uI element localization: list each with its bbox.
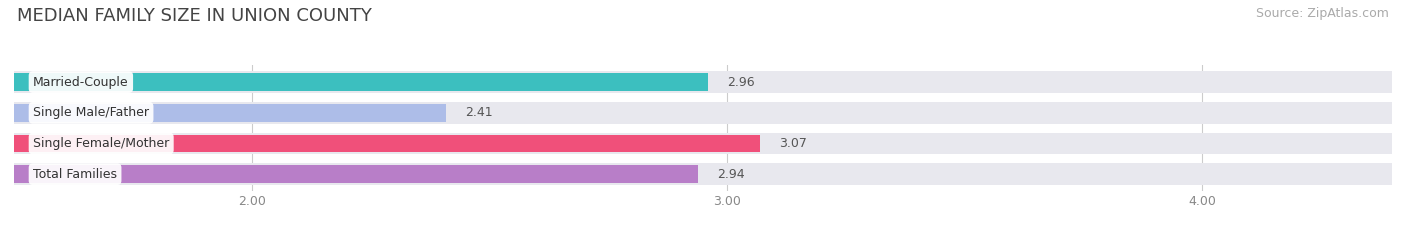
Bar: [14, 102, 1392, 123]
Text: 2.96: 2.96: [727, 76, 755, 89]
Bar: [14, 135, 761, 152]
Bar: [14, 71, 1392, 93]
Bar: [14, 165, 699, 183]
Bar: [14, 73, 707, 91]
Text: MEDIAN FAMILY SIZE IN UNION COUNTY: MEDIAN FAMILY SIZE IN UNION COUNTY: [17, 7, 371, 25]
Text: Source: ZipAtlas.com: Source: ZipAtlas.com: [1256, 7, 1389, 20]
Bar: [14, 104, 447, 122]
Bar: [14, 133, 1392, 154]
Text: Married-Couple: Married-Couple: [34, 76, 129, 89]
Bar: [14, 163, 1392, 185]
Text: Total Families: Total Families: [34, 168, 117, 181]
Text: 2.94: 2.94: [717, 168, 745, 181]
Text: Single Male/Father: Single Male/Father: [34, 106, 149, 119]
Text: 2.41: 2.41: [465, 106, 494, 119]
Text: Single Female/Mother: Single Female/Mother: [34, 137, 169, 150]
Text: 3.07: 3.07: [779, 137, 807, 150]
